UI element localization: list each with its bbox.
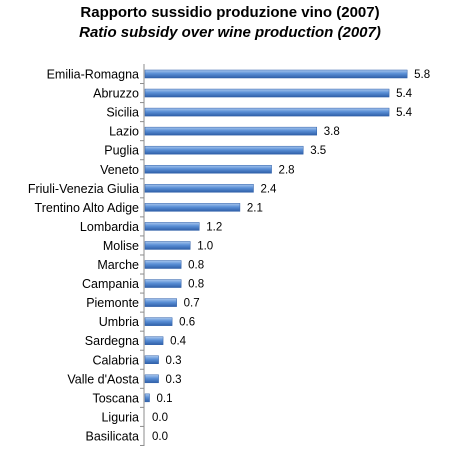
bar (144, 165, 272, 174)
bar (144, 107, 390, 117)
category-labels: Emilia-Romagna Abruzzo Sicilia Lazio Puglia V… (28, 68, 144, 446)
chart-subtitle: Ratio subsidy over wine production (2007… (79, 24, 381, 41)
category-label: Marche (97, 258, 139, 272)
bar (144, 317, 173, 326)
data-labels: 5.85.45.43.83.52.82.42.11.21.00.80.80.70… (152, 69, 430, 443)
category-label: Sicilia (106, 106, 139, 120)
data-label: 0.7 (184, 298, 200, 310)
data-label: 0.1 (157, 393, 173, 405)
bar (144, 145, 304, 155)
category-label: Molise (103, 239, 139, 253)
bar (144, 203, 241, 212)
bar (144, 126, 318, 136)
bar (144, 184, 254, 193)
data-label: 3.5 (310, 145, 326, 157)
category-label: Veneto (100, 163, 139, 177)
category-label: Trentino Alto Adige (35, 201, 140, 215)
data-label: 0.0 (152, 412, 168, 424)
data-label: 0.8 (188, 260, 204, 272)
bar (144, 393, 150, 403)
category-label: Sardegna (85, 334, 139, 348)
data-label: 5.4 (396, 107, 413, 119)
category-label: Emilia-Romagna (47, 68, 139, 82)
data-label: 0.6 (179, 317, 195, 329)
bar (144, 69, 408, 79)
bar (144, 241, 191, 250)
category-label: Campania (82, 277, 139, 291)
category-label: Friuli-Venezia Giulia (28, 182, 139, 196)
category-label: Valle d'Aosta (67, 372, 139, 386)
bar (144, 336, 164, 345)
data-label: 1.2 (206, 221, 222, 233)
data-label: 1.0 (197, 240, 213, 252)
data-label: 2.4 (260, 183, 277, 195)
data-label: 5.8 (414, 69, 430, 81)
bar (144, 260, 182, 269)
bar (144, 279, 182, 288)
category-label: Puglia (104, 144, 139, 158)
chart-title: Rapporto sussidio produzione vino (2007) (80, 4, 380, 21)
data-label: 0.3 (166, 374, 182, 386)
data-label: 0.8 (188, 279, 204, 291)
bar (144, 222, 200, 231)
data-label: 0.4 (170, 336, 187, 348)
data-label: 0.0 (152, 431, 168, 443)
bar (144, 88, 390, 98)
category-label: Umbria (99, 315, 139, 329)
data-label: 5.4 (396, 88, 413, 100)
data-label: 2.8 (279, 164, 295, 176)
bar (144, 374, 159, 384)
data-label: 3.8 (324, 126, 340, 138)
category-label: Liguria (101, 410, 139, 424)
category-label: Piemonte (86, 296, 139, 310)
category-label: Calabria (92, 353, 139, 367)
category-label: Lazio (109, 125, 139, 139)
bar (144, 298, 177, 307)
data-label: 2.1 (247, 202, 263, 214)
category-label: Basilicata (86, 429, 140, 443)
category-label: Lombardia (80, 220, 139, 234)
category-label: Toscana (92, 391, 139, 405)
bar (144, 355, 159, 364)
data-label: 0.3 (166, 355, 182, 367)
category-label: Abruzzo (93, 87, 139, 101)
bars (144, 69, 408, 403)
